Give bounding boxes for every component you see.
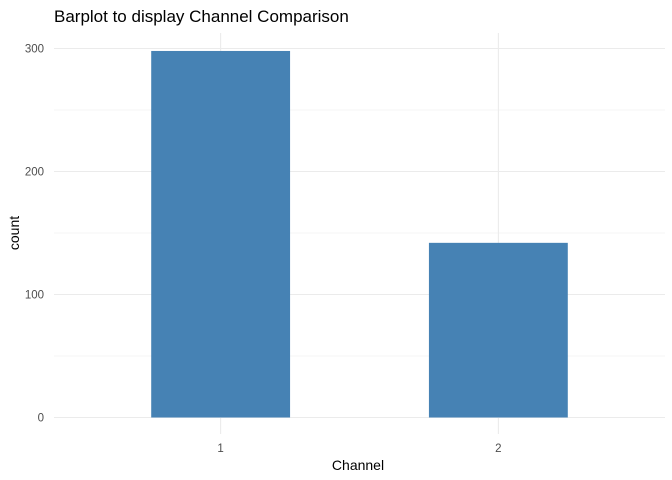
y-axis-title: count [6, 216, 22, 250]
x-tick-label: 1 [217, 443, 223, 455]
bar-1 [151, 50, 291, 418]
bar-2 [428, 242, 568, 418]
y-tick-label: 100 [25, 290, 44, 302]
x-axis-title: Channel [332, 457, 384, 473]
x-tick-label: 2 [495, 443, 501, 455]
y-tick-label: 300 [25, 44, 44, 56]
y-axis-ticks: 0 100 200 300 [25, 44, 44, 425]
bars [151, 50, 568, 418]
chart-title: Barplot to display Channel Comparison [54, 7, 349, 26]
y-tick-label: 200 [25, 167, 44, 179]
y-tick-label: 0 [38, 413, 44, 425]
